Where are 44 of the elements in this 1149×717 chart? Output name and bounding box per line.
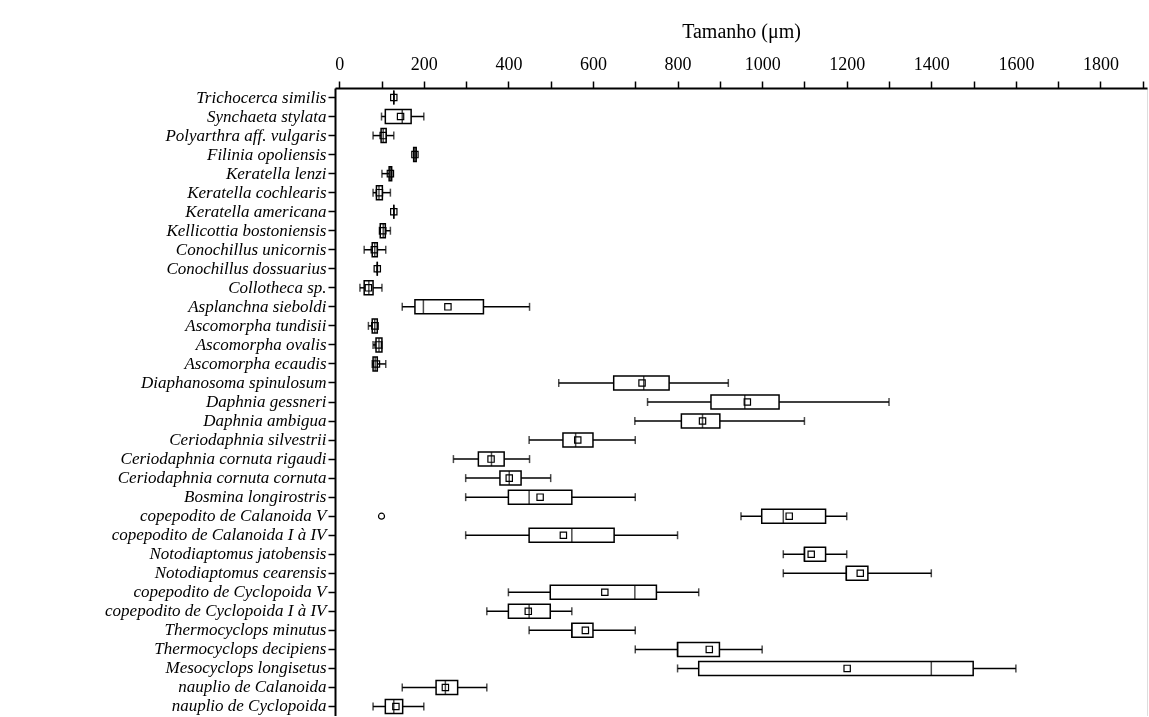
y-tick-label: nauplio de Cyclopoida [171,696,327,716]
y-tick-label: Collotheca sp. [228,277,327,297]
y-tick-label: Polyarthra aff. vulgaris [164,125,327,145]
y-tick-label: nauplio de Calanoida [178,677,327,697]
y-tick-label: Synchaeta stylata [207,106,327,126]
y-tick-label: Daphnia ambigua [202,411,327,431]
x-tick-label: 0 [335,53,345,74]
y-tick-label: Ceriodaphnia cornuta rigaudi [120,449,327,469]
y-tick-label: Mesocyclops longisetus [164,658,327,678]
y-tick-label: Ascomorpha ecaudis [183,353,327,373]
y-tick-label: copepodito de Cyclopoida I à IV [105,601,330,621]
y-tick-label: copepodito de Cyclopoida V [133,582,330,602]
y-tick-label: Conochillus unicornis [175,239,327,259]
y-tick-label: Notodiaptomus cearensis [153,563,327,583]
x-axis-title: Tamanho (μm) [682,19,801,43]
y-tick-label: Trichocerca similis [196,87,327,107]
x-tick-label: 400 [495,53,523,74]
x-tick-label: 600 [579,53,607,74]
y-tick-label: Kellicottia bostoniensis [165,220,327,240]
x-tick-label: 1800 [1082,53,1119,74]
y-tick-label: Ascomorpha tundisii [184,315,327,335]
y-tick-label: Bosmina longirostris [184,487,327,507]
y-tick-label: Keratella lenzi [224,163,327,183]
y-tick-label: Daphnia gessneri [205,392,327,411]
y-tick-label: Thermocyclops minutus [164,620,327,640]
x-tick-label: 1600 [998,53,1035,74]
y-tick-label: copepodito de Calanoida V [139,506,330,526]
x-tick-label: 800 [664,53,692,74]
x-tick-label: 1000 [744,53,781,74]
y-tick-label: Conochillus dossuarius [166,258,327,278]
y-tick-label: Keratella cochlearis [186,182,327,202]
y-tick-label: Ceriodaphnia silvestrii [169,430,327,450]
y-tick-label: Filinia opoliensis [206,144,327,164]
y-tick-label: copepodito de Calanoida I à IV [111,525,330,545]
x-tick-label: 200 [410,53,438,74]
y-tick-label: Keratella americana [184,201,327,221]
y-tick-label: Diaphanosoma spinulosum [139,372,327,392]
y-tick-label: Thermocyclops decipiens [154,639,327,659]
y-tick-label: Notodiaptomus jatobensis [148,544,327,564]
x-tick-label: 1200 [829,53,866,74]
x-tick-label: 1400 [913,53,950,74]
y-tick-label: Ascomorpha ovalis [194,334,327,354]
y-tick-label: Asplanchna sieboldi [187,296,327,316]
y-tick-label: Ceriodaphnia cornuta cornuta [117,468,327,488]
